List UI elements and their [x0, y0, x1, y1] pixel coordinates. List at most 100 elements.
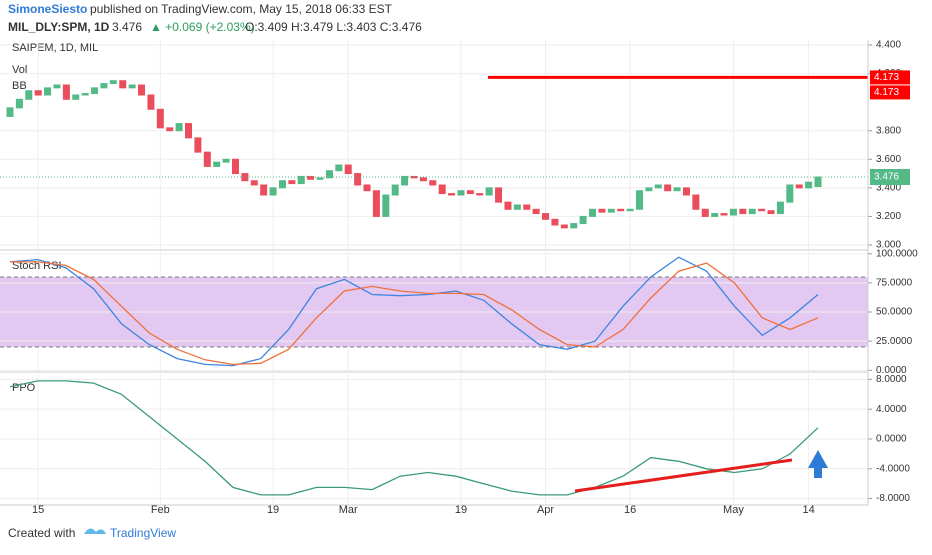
candle: [138, 84, 146, 96]
candle: [457, 190, 465, 196]
candle: [401, 175, 409, 186]
candle: [382, 194, 390, 217]
candle: [260, 184, 268, 196]
candle: [607, 208, 615, 213]
x-tick-label: 16: [624, 504, 636, 516]
series-line: [9, 256, 819, 367]
candle: [542, 213, 550, 220]
candle: [748, 208, 756, 215]
candle: [720, 213, 728, 216]
candle: [532, 208, 540, 215]
last-price: 3.476: [112, 20, 142, 34]
candle: [664, 184, 672, 192]
candle: [504, 201, 512, 210]
price-line-box: [870, 85, 910, 100]
symbol: MIL_DLY:SPM, 1D: [8, 20, 110, 34]
candle: [119, 80, 127, 89]
candle: [626, 208, 634, 212]
candle: [44, 87, 52, 96]
candle: [739, 208, 747, 215]
candle: [701, 208, 709, 217]
candle: [72, 94, 80, 100]
arrow-annotation: [808, 450, 828, 478]
y-tick-label: 100.0000: [876, 248, 918, 259]
candle: [673, 187, 681, 192]
candle: [560, 224, 568, 229]
candle: [241, 173, 249, 182]
candle: [579, 215, 587, 225]
candle: [166, 127, 174, 132]
candle: [513, 204, 521, 210]
y-tick-label: 3.600: [876, 154, 901, 165]
candle: [81, 93, 89, 96]
candle: [598, 208, 606, 213]
y-tick-label: 3.200: [876, 211, 901, 222]
candle: [438, 184, 446, 195]
y-tick-label: 50.0000: [876, 307, 913, 318]
candle: [776, 201, 784, 215]
candle: [682, 187, 690, 196]
y-tick-label: 4.0000: [876, 404, 907, 415]
candle: [91, 87, 99, 95]
y-tick-label: 4.400: [876, 40, 901, 51]
indicator-label: BB: [12, 80, 27, 92]
y-tick-label: 0.0000: [876, 365, 907, 376]
candle: [213, 161, 221, 167]
candle: [617, 208, 625, 212]
candle: [635, 190, 643, 210]
candle: [15, 98, 23, 109]
candle: [147, 94, 155, 110]
ohlc: O:3.409 H:3.479 L:3.403 C:3.476: [245, 20, 422, 34]
candle: [767, 210, 775, 215]
candle: [448, 193, 456, 196]
footer-brand[interactable]: TradingView: [110, 526, 176, 540]
y-tick-label: 3.000: [876, 240, 901, 251]
candle: [34, 90, 42, 96]
trend-line: [574, 458, 793, 493]
candle: [372, 190, 380, 217]
candle: [316, 177, 324, 180]
y-tick-label: 8.0000: [876, 374, 907, 385]
candle: [194, 137, 202, 153]
candle: [128, 84, 136, 89]
candle: [354, 173, 362, 186]
x-tick-label: Feb: [151, 504, 170, 516]
candle: [297, 175, 305, 185]
y-tick-label: 3.800: [876, 125, 901, 136]
candle: [231, 158, 239, 175]
price-line-label: 4.173: [874, 87, 899, 98]
candle: [278, 180, 286, 189]
author[interactable]: SimoneSiesto: [8, 2, 87, 16]
price-line-box: [870, 70, 910, 85]
candle: [185, 123, 193, 139]
panel-title: SAIPEM, 1D, MIL: [12, 42, 98, 54]
y-tick-label: 75.0000: [876, 278, 913, 289]
change: ▲ +0.069 (+2.03%): [150, 20, 255, 34]
x-tick-label: Mar: [339, 504, 358, 516]
candle: [729, 208, 737, 216]
footer-created: Created with: [8, 526, 75, 540]
last-price-label: 3.476: [874, 172, 899, 183]
y-tick-label: 3.400: [876, 182, 901, 193]
candle: [495, 187, 503, 203]
x-tick-label: Apr: [537, 504, 554, 516]
candle: [250, 180, 258, 186]
candle: [485, 187, 493, 196]
x-tick-label: 15: [32, 504, 44, 516]
candle: [654, 184, 662, 189]
candle: [62, 84, 70, 100]
candle: [786, 184, 794, 203]
candle: [363, 184, 371, 192]
candle: [692, 194, 700, 210]
x-tick-label: 19: [455, 504, 467, 516]
indicator-label: Vol: [12, 64, 27, 76]
x-tick-label: 14: [802, 504, 814, 516]
candle: [269, 187, 277, 196]
candle: [795, 184, 803, 189]
candle: [391, 184, 399, 196]
y-tick-label: 0.0000: [876, 434, 907, 445]
price-line-label: 4.173: [874, 72, 899, 83]
candle: [814, 176, 822, 188]
published: published on TradingView.com, May 15, 20…: [90, 2, 393, 16]
